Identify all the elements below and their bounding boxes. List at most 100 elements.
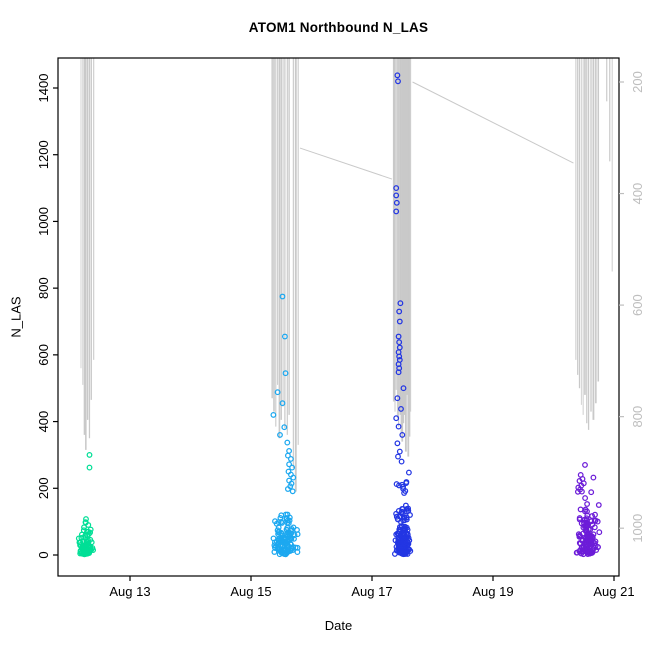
scatter-point xyxy=(398,458,405,465)
scatter-point xyxy=(576,515,583,522)
scatter-point xyxy=(281,550,288,557)
scatter-point xyxy=(396,339,403,346)
scatter-point xyxy=(592,511,598,518)
scatter-point xyxy=(585,549,592,556)
y-right-tick-label: 200 xyxy=(630,71,645,93)
scatter-point xyxy=(393,513,400,520)
scatter-point xyxy=(394,395,401,402)
scatter-point xyxy=(281,424,288,431)
scatter-point xyxy=(397,540,404,547)
scatter-point xyxy=(396,318,403,325)
scatter-point xyxy=(591,518,598,525)
scatter-point xyxy=(282,511,289,518)
scatter-point xyxy=(279,293,286,300)
scatter-point xyxy=(400,385,407,392)
scatter-point xyxy=(284,452,291,459)
scatter-point xyxy=(281,333,288,340)
scatter-point xyxy=(395,333,402,340)
scatter-point xyxy=(405,505,412,512)
x-tick-label: Aug 17 xyxy=(351,584,392,599)
scatter-point xyxy=(403,543,410,550)
y-right-tick-label: 600 xyxy=(630,294,645,316)
scatter-point xyxy=(586,543,593,550)
scatter-point xyxy=(403,546,410,553)
scatter-point xyxy=(86,548,93,555)
scatter-point xyxy=(399,505,406,512)
scatter-point xyxy=(274,389,281,396)
scatter-point xyxy=(80,538,86,545)
scatter-point xyxy=(580,545,587,551)
gray-line-series xyxy=(80,58,613,492)
scatter-point xyxy=(395,369,402,376)
scatter-point xyxy=(86,464,93,471)
x-tick-label: Aug 13 xyxy=(109,584,150,599)
scatter-point xyxy=(273,520,280,527)
scatter-point xyxy=(585,526,592,533)
scatter-point xyxy=(393,208,400,215)
y-left-tick-label: 1000 xyxy=(36,207,51,236)
scatter-point xyxy=(576,533,583,540)
scatter-point xyxy=(394,516,401,523)
scatter-point xyxy=(582,495,589,502)
scatter-point xyxy=(395,78,401,85)
scatter-point xyxy=(578,488,585,495)
x-tick-label: Aug 21 xyxy=(593,584,634,599)
scatter-point xyxy=(396,308,403,315)
scatter-point xyxy=(284,439,291,446)
scatter-point xyxy=(78,531,85,538)
scatter-point xyxy=(586,539,593,546)
scatter-point xyxy=(395,531,402,537)
scatter-point xyxy=(596,529,603,536)
scatter-point xyxy=(289,547,296,553)
y-right-tick-label: 400 xyxy=(630,183,645,205)
scatter-point xyxy=(399,481,405,488)
scatter-point xyxy=(394,72,401,79)
scatter-point xyxy=(394,440,401,447)
scatter-point xyxy=(584,508,590,515)
scatter-point xyxy=(284,524,291,531)
scatter-point xyxy=(270,411,277,418)
scatter-point xyxy=(595,502,602,508)
scatter-point xyxy=(279,542,286,549)
scatter-point xyxy=(278,529,285,536)
scatter-point xyxy=(275,545,282,552)
scatter-point xyxy=(282,370,289,377)
scatter-point xyxy=(287,455,294,462)
scatter-point xyxy=(393,415,400,422)
scatter-point xyxy=(405,469,412,476)
scatter-point xyxy=(395,423,402,430)
scatter-point xyxy=(289,488,296,495)
gray-diagonal-line xyxy=(299,147,393,180)
scatter-point xyxy=(592,538,599,545)
y-right-tick-label: 1000 xyxy=(630,514,645,543)
scatter-point xyxy=(399,523,405,530)
plot-border xyxy=(57,57,620,577)
scatter-point xyxy=(398,405,404,412)
scatter-point xyxy=(578,550,585,557)
scatter-point xyxy=(294,526,300,533)
scatter-point xyxy=(576,477,583,484)
scatter-point xyxy=(396,353,403,360)
y-left-tick-label: 800 xyxy=(36,277,51,299)
scatter-point xyxy=(398,508,405,515)
scatter-point xyxy=(400,517,407,524)
scatter-point xyxy=(286,461,293,468)
scatter-point xyxy=(289,464,296,471)
y-left-tick-label: 200 xyxy=(36,477,51,499)
scatter-point xyxy=(81,549,88,556)
x-tick-label: Aug 15 xyxy=(230,584,271,599)
scatter-point xyxy=(591,524,598,531)
scatter-point xyxy=(407,512,413,518)
x-axis: Aug 13 Aug 15 Aug 17 Aug 19 Aug 21 xyxy=(109,576,635,599)
scatter-point xyxy=(81,524,87,531)
scatter-point xyxy=(588,489,595,496)
scatter-point xyxy=(577,506,584,513)
x-axis-label: Date xyxy=(324,618,353,633)
scatter-point xyxy=(284,486,291,492)
y-right-tick-label: 800 xyxy=(630,406,645,428)
scatter-point xyxy=(583,521,590,528)
scatter-point xyxy=(279,400,286,407)
scatter-point xyxy=(284,532,291,539)
